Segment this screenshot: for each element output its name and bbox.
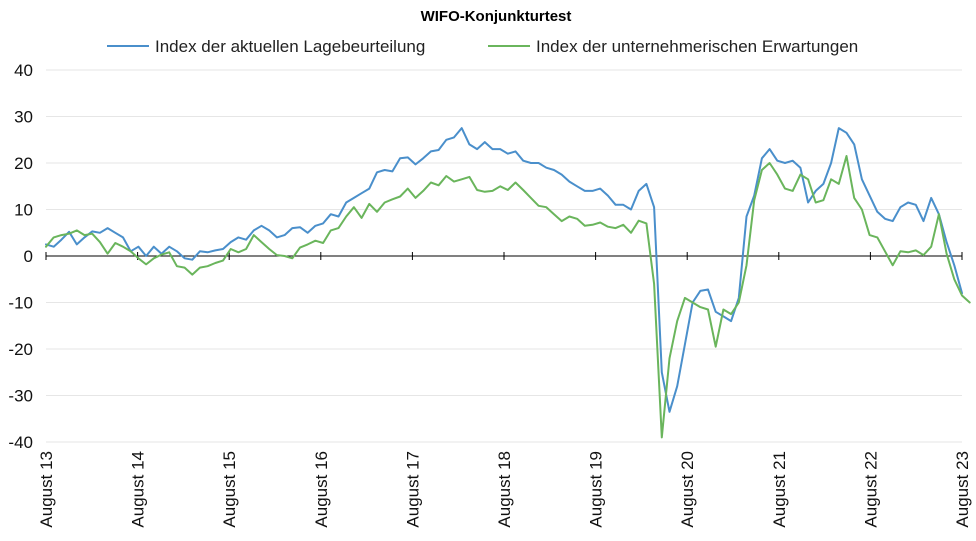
chart-title: WIFO-Konjunkturtest	[421, 8, 572, 25]
x-axis: August 13 August 14 August 15 August 16 Augu…	[37, 252, 972, 528]
x-tick-label: August 23	[953, 451, 972, 528]
legend-label-2: Index der unternehmerischen Erwartungen	[536, 37, 858, 56]
series-layer	[45, 127, 971, 439]
y-tick-label: 0	[24, 247, 33, 266]
legend: Index der aktuellen Lagebeurteilung Index…	[107, 37, 858, 56]
y-axis: 40 30 20 10 0 -10 -20 -30 -40	[8, 61, 33, 452]
gridlines	[46, 69, 962, 443]
x-tick-label: August 19	[587, 451, 606, 528]
y-tick-label: 30	[14, 108, 33, 127]
x-tick-label: August 20	[678, 451, 697, 528]
series-line-1	[45, 127, 963, 413]
y-tick-label: 20	[14, 154, 33, 173]
series-line-2	[45, 155, 971, 439]
y-tick-label: -40	[8, 433, 33, 452]
x-tick-label: August 15	[220, 451, 239, 528]
x-tick-label: August 14	[129, 451, 148, 528]
x-tick-label: August 18	[495, 451, 514, 528]
x-tick-label: August 22	[861, 451, 880, 528]
y-tick-label: 10	[14, 201, 33, 220]
legend-label-1: Index der aktuellen Lagebeurteilung	[155, 37, 425, 56]
y-tick-label: 40	[14, 61, 33, 80]
x-tick-label: August 16	[312, 451, 331, 528]
y-tick-label: -10	[8, 294, 33, 313]
x-tick-label: August 17	[403, 451, 422, 528]
x-tick-label: August 21	[770, 451, 789, 528]
x-tick-label: August 13	[37, 451, 56, 528]
y-tick-label: -20	[8, 340, 33, 359]
y-tick-label: -30	[8, 387, 33, 406]
